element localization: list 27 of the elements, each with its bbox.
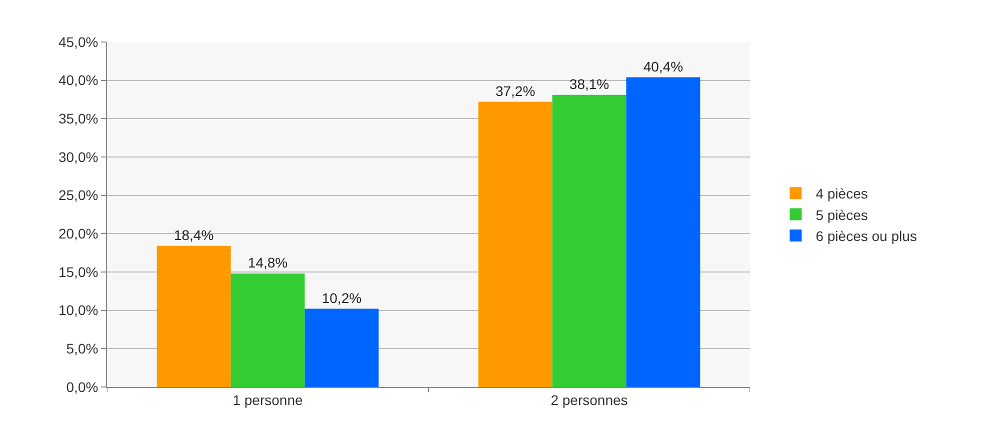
y-tick-label: 35,0% bbox=[58, 110, 98, 127]
y-tick-label: 30,0% bbox=[58, 148, 98, 165]
legend-label: 4 pièces bbox=[816, 186, 868, 202]
y-tick-label: 10,0% bbox=[58, 302, 98, 318]
y-tick-label: 0,0% bbox=[66, 378, 98, 395]
y-tick-label: 40,0% bbox=[58, 72, 98, 88]
y-tick-label: 25,0% bbox=[58, 187, 98, 204]
x-tick-label: 2 personnes bbox=[550, 392, 628, 408]
data-label: 18,4% bbox=[174, 226, 214, 243]
data-label: 37,2% bbox=[495, 82, 536, 99]
data-label: 14,8% bbox=[248, 254, 288, 271]
y-tick-label: 20,0% bbox=[58, 226, 98, 242]
data-label: 10,2% bbox=[322, 290, 362, 306]
data-label: 38,1% bbox=[569, 76, 610, 92]
bar bbox=[156, 246, 231, 387]
y-tick-label: 45,0% bbox=[58, 34, 98, 50]
y-tick-label: 15,0% bbox=[58, 264, 98, 280]
bar bbox=[552, 94, 626, 387]
bar bbox=[304, 308, 379, 387]
x-tick-label: 1 personne bbox=[232, 392, 303, 408]
data-label: 40,4% bbox=[643, 58, 684, 74]
bar bbox=[626, 77, 700, 387]
y-tick-label: 5,0% bbox=[66, 340, 98, 357]
bar bbox=[230, 274, 305, 387]
legend-label: 6 pièces ou plus bbox=[816, 228, 917, 244]
legend-label: 5 pièces bbox=[816, 206, 868, 223]
bar bbox=[478, 102, 552, 387]
